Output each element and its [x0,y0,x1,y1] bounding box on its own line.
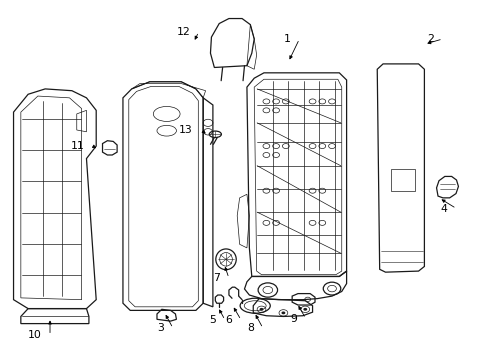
Text: 11: 11 [70,141,84,151]
Text: 7: 7 [213,273,220,283]
Text: 8: 8 [247,323,254,333]
Text: 5: 5 [209,315,216,325]
Text: 1: 1 [283,34,290,44]
Circle shape [259,308,263,311]
Text: 12: 12 [176,27,190,37]
Text: 9: 9 [289,314,296,324]
Text: 4: 4 [440,203,447,213]
Text: 3: 3 [157,323,164,333]
Text: 10: 10 [27,330,41,341]
Circle shape [303,308,306,311]
Circle shape [281,311,285,314]
Bar [390,168,414,191]
Text: 13: 13 [178,125,192,135]
Text: 2: 2 [427,34,433,44]
Text: 6: 6 [225,315,232,325]
